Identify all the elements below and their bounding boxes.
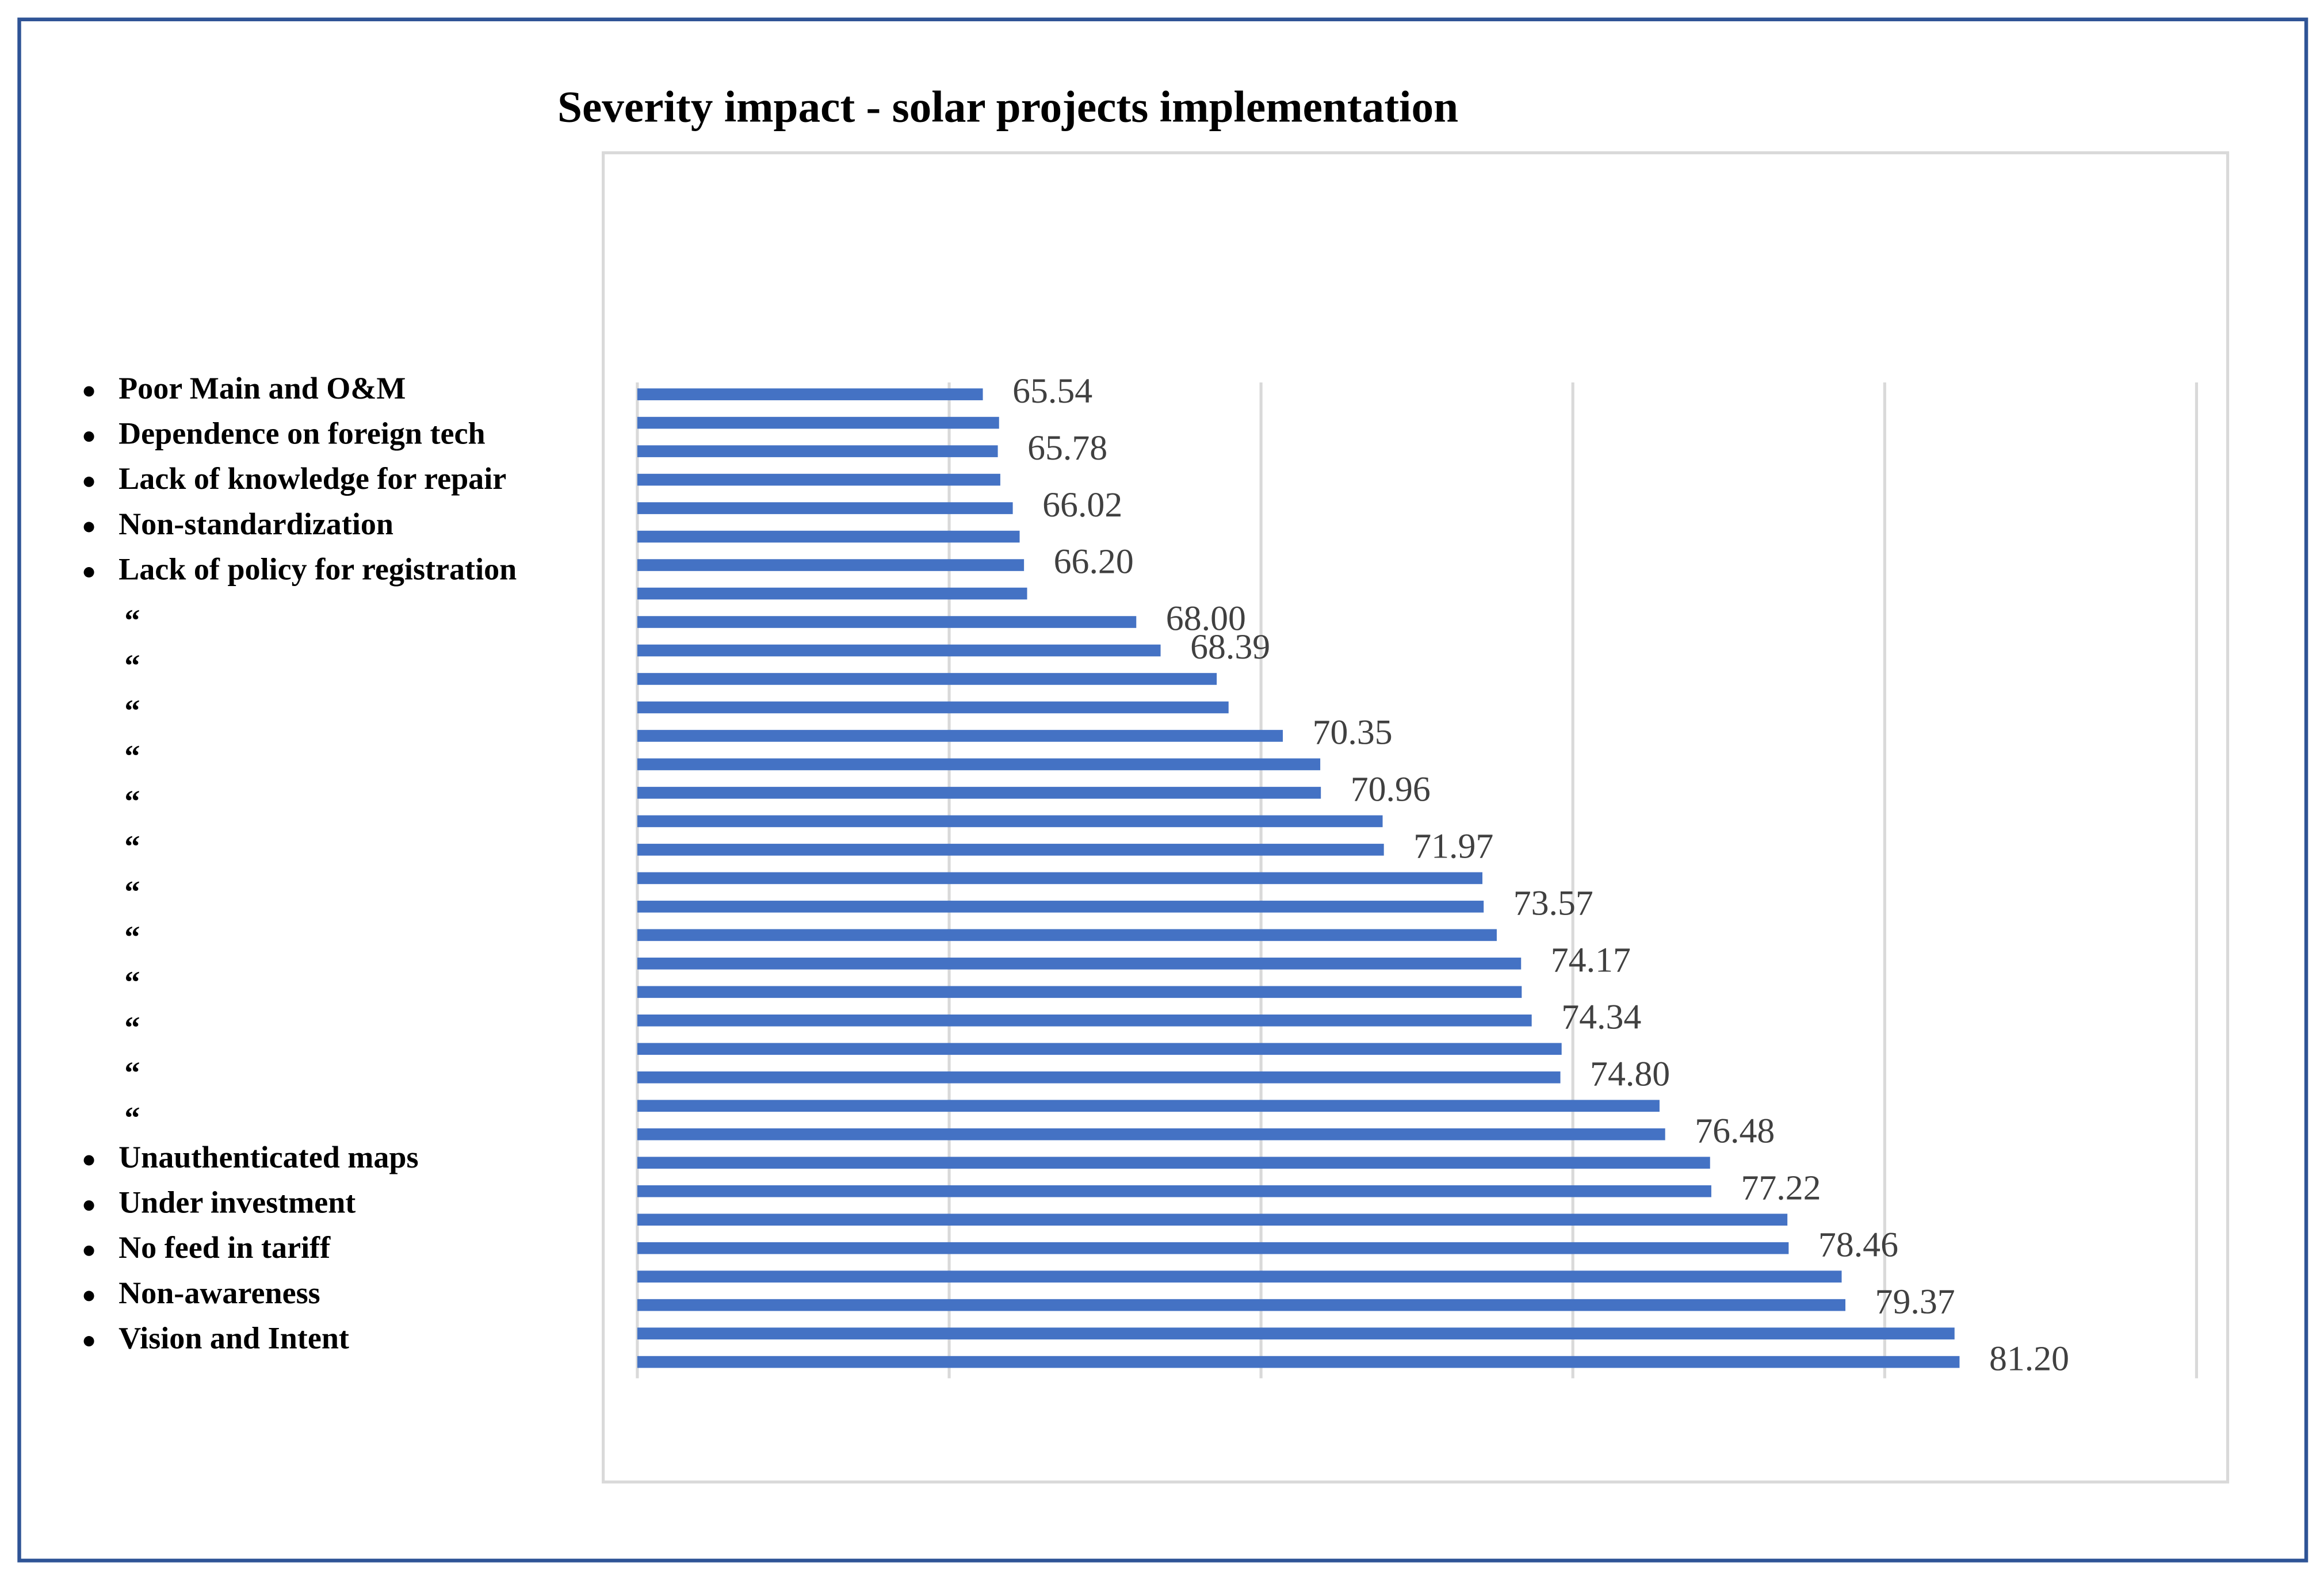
annotation: “ [124,1010,140,1044]
annotation: “ [124,738,140,773]
annotation: Non-standardization [119,507,393,541]
annotation: Unauthenticated maps [119,1140,418,1174]
bar [637,587,1027,600]
value-label: 74.34 [1561,997,1641,1036]
bar [637,1100,1660,1112]
bar [637,1014,1532,1027]
bar [637,901,1484,913]
bullet [83,1336,94,1347]
bar [637,929,1497,941]
bar [637,1356,1960,1368]
bar [637,787,1321,799]
value-label: 65.54 [1012,372,1092,411]
annotation: Non-awareness [119,1276,320,1310]
annotation: “ [124,603,140,637]
value-label: 78.46 [1818,1225,1898,1264]
plot-area [602,151,2230,1484]
bar [637,730,1283,742]
bar [637,1270,1842,1283]
bar [637,1214,1788,1226]
bullet [83,386,94,397]
annotation: “ [124,1101,140,1135]
bullet [83,1200,94,1211]
annotation: “ [124,694,140,728]
bar [637,559,1025,571]
value-label: 66.02 [1042,485,1122,525]
bar [637,416,999,429]
bar [637,1242,1789,1254]
annotation: “ [124,1055,140,1090]
value-label: 65.78 [1027,428,1107,468]
value-label: 76.48 [1695,1111,1775,1150]
annotation: “ [124,874,140,909]
value-label: 71.97 [1413,827,1493,866]
value-label: 74.17 [1551,941,1631,980]
bar [637,1128,1665,1140]
chart-title: Severity impact - solar projects impleme… [557,82,1458,131]
value-label: 79.37 [1875,1282,1955,1321]
bar [637,701,1229,714]
annotation: “ [124,784,140,818]
bar [637,815,1383,828]
bar [637,388,983,400]
bar [637,502,1013,514]
bullet [83,431,94,442]
annotation: Under investment [119,1185,356,1220]
value-label: 70.35 [1313,713,1393,752]
bar [637,530,1020,543]
bar [637,1185,1711,1197]
bar [637,844,1384,856]
bar [637,1071,1561,1084]
value-label: 68.00 [1166,599,1246,638]
annotation: “ [124,648,140,683]
bar [637,958,1522,970]
bar [637,473,1000,486]
annotation: Poor Main and O&M [119,371,406,405]
bullet [83,522,94,533]
bar [637,644,1161,657]
bar [637,758,1321,771]
bar [637,1299,1846,1311]
bar [637,445,998,457]
value-label: 68.39 [1190,627,1270,667]
value-label: 73.57 [1513,884,1593,923]
value-label: 74.80 [1590,1054,1670,1093]
bar [637,1157,1710,1169]
annotation: No feed in tariff [119,1230,331,1265]
value-label: 66.20 [1054,542,1134,581]
bar [637,616,1137,628]
bar [637,673,1217,685]
outer-border [17,17,2308,1563]
value-label: 77.22 [1741,1168,1821,1207]
annotation: Lack of policy for registration [119,552,517,586]
bullet [83,1245,94,1256]
bullet [83,1155,94,1166]
annotation: “ [124,829,140,864]
annotation: “ [124,920,140,954]
bullet [83,567,94,578]
bar [637,1327,1955,1339]
bullet [83,1291,94,1302]
annotation: Lack of knowledge for repair [119,461,506,496]
bar [637,872,1483,885]
value-label: 81.20 [1989,1339,2069,1378]
bar [637,1043,1562,1055]
bullet [83,476,94,487]
annotation: Dependence on foreign tech [119,416,486,451]
annotation: “ [124,965,140,1000]
annotation: Vision and Intent [119,1320,349,1355]
bar [637,986,1522,998]
value-label: 70.96 [1351,770,1431,809]
